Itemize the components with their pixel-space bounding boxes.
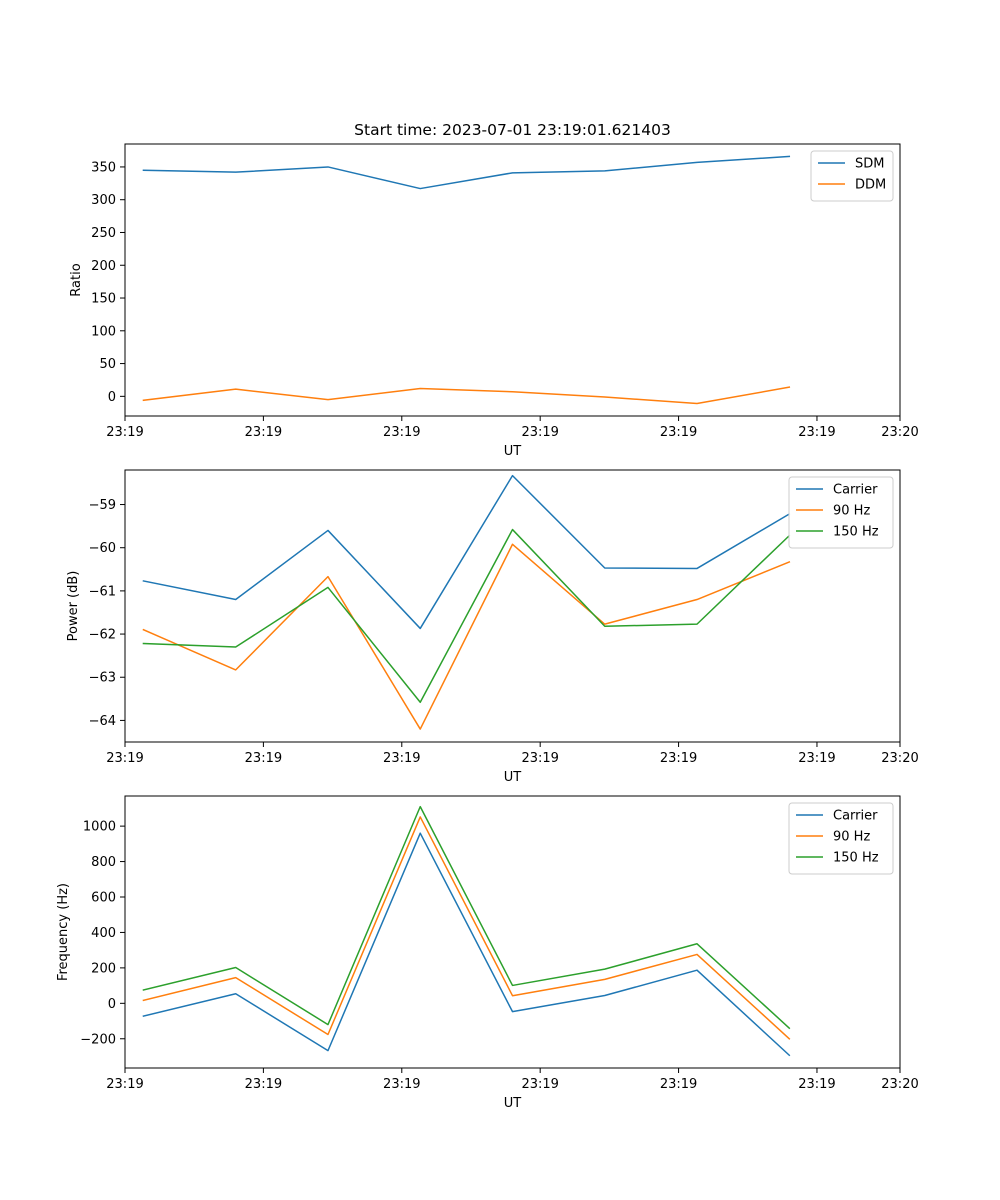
x-tick-label: 23:19 <box>245 425 282 440</box>
x-tick-label: 23:19 <box>245 1077 282 1092</box>
y-tick-label: −61 <box>89 584 116 599</box>
series-line-carrier <box>142 832 791 1057</box>
x-tick-label: 23:19 <box>798 751 835 766</box>
subplot-2: 23:19 23:19 23:19 23:19 23:19 23:19 23:20 −64 −6… <box>66 469 919 785</box>
y-tick-label: 1000 <box>83 820 116 835</box>
series-line-90-hz <box>142 816 791 1040</box>
y-tick-label: −59 <box>89 498 116 513</box>
subplots: Start time: 2023-07-01 23:19:01.621403 23… <box>56 121 919 1111</box>
legend-label: Carrier <box>833 809 878 824</box>
x-tick-label: 23:19 <box>521 425 558 440</box>
x-tick-label: 23:20 <box>881 751 918 766</box>
plot-frame <box>124 143 901 417</box>
series-line-150-hz <box>142 805 791 1030</box>
series-line-carrier <box>142 474 791 630</box>
x-tick-label: 23:19 <box>798 1077 835 1092</box>
legend-label: SDM <box>855 157 884 172</box>
y-tick-label: 50 <box>99 357 116 372</box>
x-tick-label: 23:20 <box>881 1077 918 1092</box>
y-tick-label: 200 <box>91 259 116 274</box>
series-line-150-hz <box>142 528 791 704</box>
y-tick-label: 400 <box>91 926 116 941</box>
legend-label: Carrier <box>833 483 878 498</box>
x-axis-label: UT <box>504 770 522 785</box>
x-tick-label: 23:19 <box>383 751 420 766</box>
x-tick-label: 23:19 <box>660 751 697 766</box>
x-tick-label: 23:19 <box>383 425 420 440</box>
legend-label: 90 Hz <box>833 830 870 845</box>
x-tick-label: 23:19 <box>521 751 558 766</box>
y-tick-label: −63 <box>89 671 116 686</box>
y-tick-label: 150 <box>91 292 116 307</box>
subplot-3: 23:19 23:19 23:19 23:19 23:19 23:19 23:20 −200 0… <box>56 795 919 1111</box>
plot-frame <box>124 469 901 743</box>
x-axis-label: UT <box>504 444 522 459</box>
x-tick-label: 23:19 <box>245 751 282 766</box>
y-axis-label: Ratio <box>69 263 84 296</box>
series-line-sdm <box>142 155 791 190</box>
x-tick-label: 23:19 <box>660 1077 697 1092</box>
legend-label: DDM <box>855 178 886 193</box>
y-tick-label: 800 <box>91 855 116 870</box>
y-tick-label: 350 <box>91 160 116 175</box>
y-tick-label: 0 <box>108 997 116 1012</box>
y-tick-label: 600 <box>91 891 116 906</box>
y-tick-label: 100 <box>91 324 116 339</box>
y-axis-label: Power (dB) <box>66 571 81 642</box>
series-line-ddm <box>142 386 791 405</box>
y-axis-label: Frequency (Hz) <box>56 883 71 981</box>
x-tick-label: 23:20 <box>881 425 918 440</box>
x-tick-label: 23:19 <box>660 425 697 440</box>
y-tick-label: −64 <box>89 714 116 729</box>
chart-title: Start time: 2023-07-01 23:19:01.621403 <box>354 121 671 139</box>
plot-frame <box>124 795 901 1069</box>
y-tick-label: 250 <box>91 226 116 241</box>
y-tick-label: 200 <box>91 961 116 976</box>
x-tick-label: 23:19 <box>798 425 835 440</box>
y-tick-label: −200 <box>80 1032 116 1047</box>
x-axis-label: UT <box>504 1096 522 1111</box>
y-tick-label: 300 <box>91 193 116 208</box>
x-tick-label: 23:19 <box>106 425 143 440</box>
y-tick-label: 0 <box>108 390 116 405</box>
legend: SDM DDM <box>810 150 894 202</box>
x-tick-label: 23:19 <box>521 1077 558 1092</box>
legend-label: 150 Hz <box>833 851 879 866</box>
x-tick-label: 23:19 <box>383 1077 420 1092</box>
legend-label: 150 Hz <box>833 525 879 540</box>
subplot-1: Start time: 2023-07-01 23:19:01.621403 23… <box>69 121 919 459</box>
y-tick-label: −60 <box>89 541 116 556</box>
legend: Carrier 90 Hz 150 Hz <box>788 802 894 875</box>
x-tick-label: 23:19 <box>106 751 143 766</box>
legend-label: 90 Hz <box>833 504 870 519</box>
legend: Carrier 90 Hz 150 Hz <box>788 476 894 549</box>
y-tick-label: −62 <box>89 628 116 643</box>
series-line-90-hz <box>142 543 791 730</box>
x-tick-label: 23:19 <box>106 1077 143 1092</box>
